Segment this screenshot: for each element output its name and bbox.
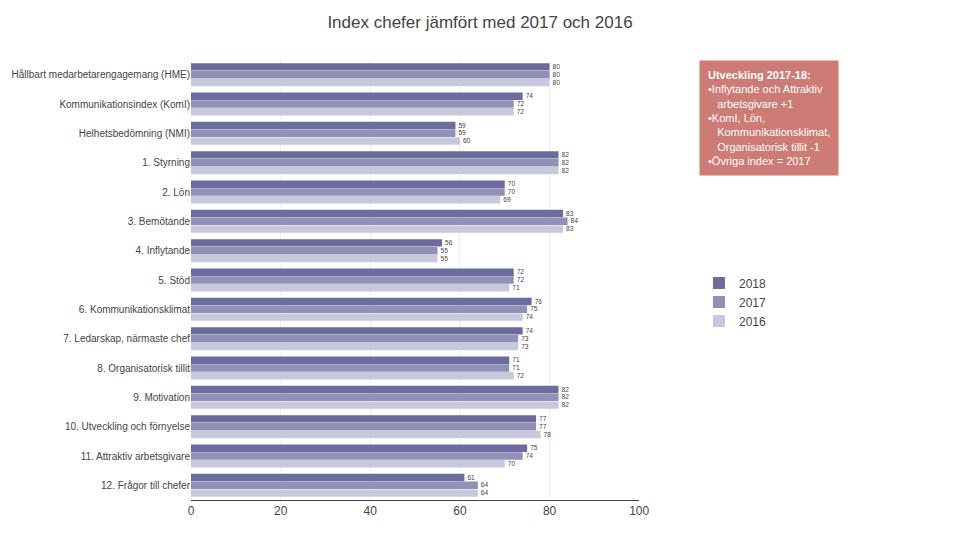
svg-text:72: 72 bbox=[517, 108, 525, 115]
svg-text:80: 80 bbox=[543, 504, 557, 518]
svg-text:64: 64 bbox=[481, 489, 489, 496]
svg-text:80: 80 bbox=[553, 79, 561, 86]
svg-text:72: 72 bbox=[517, 100, 525, 107]
svg-text:Hållbart medarbetarengagemang: Hållbart medarbetarengagemang (HME) bbox=[12, 69, 190, 80]
svg-text:5. Stöd: 5. Stöd bbox=[158, 275, 190, 286]
svg-text:4. Inflytande: 4. Inflytande bbox=[136, 245, 191, 256]
svg-text:60: 60 bbox=[453, 504, 467, 518]
svg-text:80: 80 bbox=[553, 63, 561, 70]
svg-text:20: 20 bbox=[274, 504, 288, 518]
svg-text:73: 73 bbox=[521, 343, 529, 350]
svg-text:1. Styrning: 1. Styrning bbox=[142, 157, 190, 168]
svg-text:10. Utveckling och förnyelse: 10. Utveckling och förnyelse bbox=[65, 421, 191, 432]
svg-text:61: 61 bbox=[467, 474, 475, 481]
svg-text:76: 76 bbox=[535, 298, 543, 305]
svg-text:9. Motivation: 9. Motivation bbox=[133, 392, 190, 403]
svg-text:71: 71 bbox=[512, 356, 520, 363]
svg-text:55: 55 bbox=[441, 255, 449, 262]
svg-text:72: 72 bbox=[517, 276, 525, 283]
svg-text:82: 82 bbox=[562, 159, 570, 166]
svg-text:73: 73 bbox=[521, 335, 529, 342]
svg-text:82: 82 bbox=[562, 393, 570, 400]
svg-text:56: 56 bbox=[445, 239, 453, 246]
svg-text:74: 74 bbox=[526, 92, 534, 99]
svg-text:55: 55 bbox=[441, 247, 449, 254]
svg-text:Kommunikationsindex (KomI): Kommunikationsindex (KomI) bbox=[59, 99, 190, 110]
svg-text:84: 84 bbox=[570, 217, 578, 224]
svg-text:8. Organisatorisk tillit: 8. Organisatorisk tillit bbox=[97, 363, 190, 374]
svg-text:82: 82 bbox=[562, 151, 570, 158]
svg-text:100: 100 bbox=[629, 504, 649, 518]
svg-text:82: 82 bbox=[562, 386, 570, 393]
svg-text:83: 83 bbox=[566, 210, 574, 217]
svg-text:40: 40 bbox=[364, 504, 378, 518]
svg-text:70: 70 bbox=[508, 188, 516, 195]
svg-text:72: 72 bbox=[517, 372, 525, 379]
svg-text:69: 69 bbox=[503, 196, 511, 203]
svg-text:59: 59 bbox=[458, 129, 466, 136]
svg-text:2018: 2018 bbox=[739, 277, 766, 291]
svg-text:7. Ledarskap, närmaste chef: 7. Ledarskap, närmaste chef bbox=[63, 333, 190, 344]
svg-text:70: 70 bbox=[508, 460, 516, 467]
svg-text:77: 77 bbox=[539, 415, 547, 422]
svg-text:77: 77 bbox=[539, 423, 547, 430]
svg-text:82: 82 bbox=[562, 167, 570, 174]
svg-text:82: 82 bbox=[562, 401, 570, 408]
svg-text:78: 78 bbox=[544, 431, 552, 438]
svg-text:2017: 2017 bbox=[739, 296, 766, 310]
svg-text:2016: 2016 bbox=[739, 315, 766, 329]
svg-text:12. Frågor till chefer: 12. Frågor till chefer bbox=[101, 480, 191, 491]
svg-text:2. Lön: 2. Lön bbox=[162, 187, 190, 198]
svg-text:3. Bemötande: 3. Bemötande bbox=[128, 216, 191, 227]
svg-text:Index chefer jämfört med 2017: Index chefer jämfört med 2017 och 2016 bbox=[327, 13, 632, 32]
svg-text:0: 0 bbox=[188, 504, 195, 518]
svg-text:74: 74 bbox=[526, 327, 534, 334]
svg-text:71: 71 bbox=[512, 364, 520, 371]
svg-text:70: 70 bbox=[508, 180, 516, 187]
svg-text:72: 72 bbox=[517, 268, 525, 275]
svg-text:Helhetsbedömning (NMI): Helhetsbedömning (NMI) bbox=[79, 128, 190, 139]
svg-text:75: 75 bbox=[530, 444, 538, 451]
svg-text:74: 74 bbox=[526, 313, 534, 320]
svg-text:83: 83 bbox=[566, 225, 574, 232]
svg-text:75: 75 bbox=[530, 305, 538, 312]
svg-text:59: 59 bbox=[458, 122, 466, 129]
svg-text:11. Attraktiv arbetsgivare: 11. Attraktiv arbetsgivare bbox=[81, 451, 191, 462]
svg-text:Utveckling 2017-18:•Inflytande: Utveckling 2017-18:•Inflytande och Attra… bbox=[708, 69, 830, 167]
svg-text:64: 64 bbox=[481, 481, 489, 488]
svg-text:6. Kommunikationsklimat: 6. Kommunikationsklimat bbox=[79, 304, 190, 315]
svg-text:71: 71 bbox=[512, 284, 520, 291]
svg-text:60: 60 bbox=[463, 137, 471, 144]
svg-text:80: 80 bbox=[553, 71, 561, 78]
svg-text:74: 74 bbox=[526, 452, 534, 459]
